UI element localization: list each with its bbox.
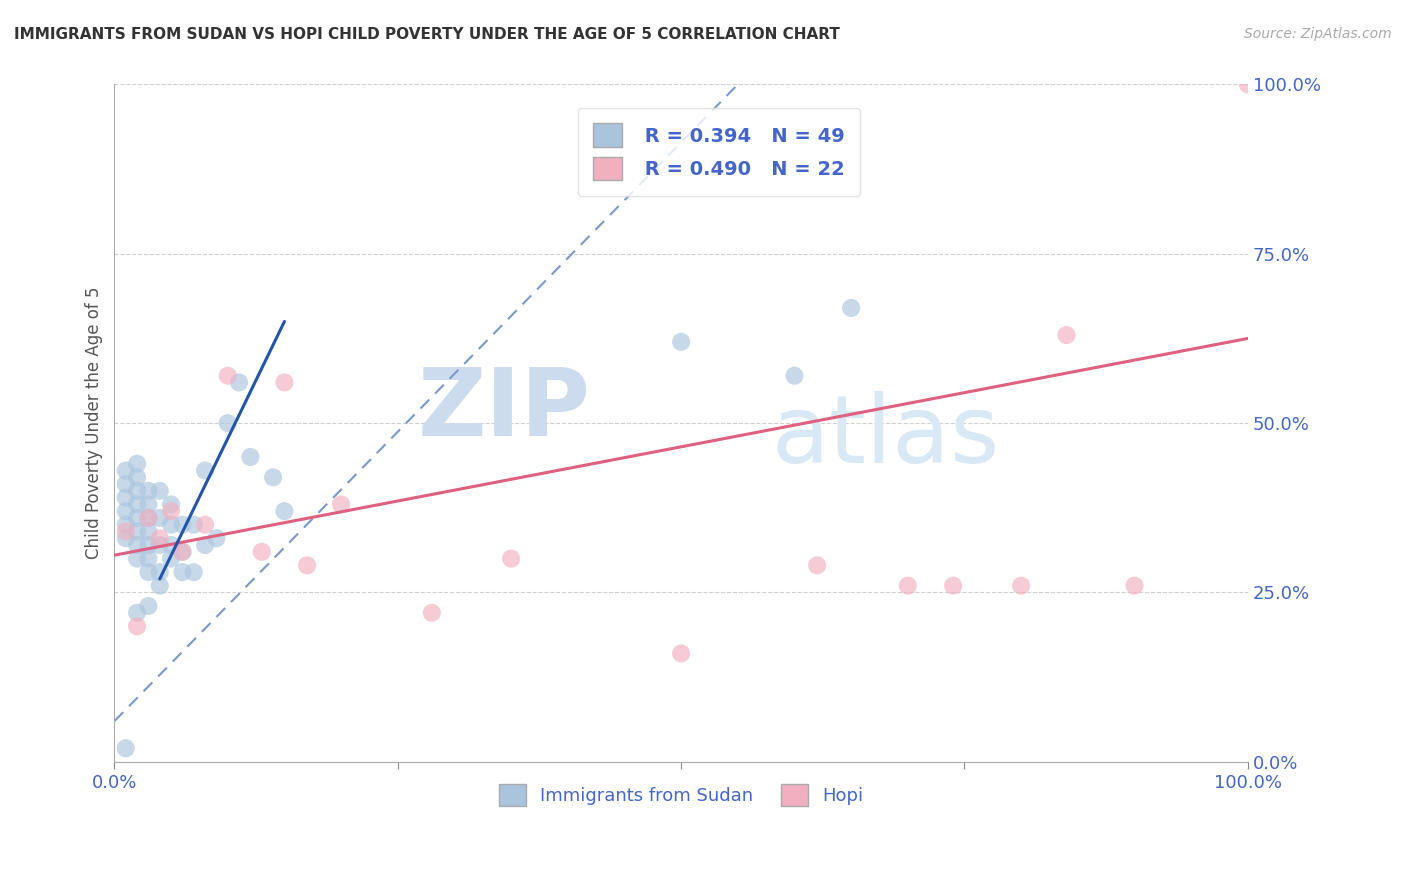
Point <box>501 551 523 566</box>
Point <box>669 647 692 661</box>
Point <box>217 416 239 430</box>
Point <box>262 470 284 484</box>
Point <box>114 741 136 756</box>
Point <box>149 483 172 498</box>
Point <box>149 531 172 545</box>
Point <box>172 545 194 559</box>
Point <box>125 470 148 484</box>
Point <box>183 517 205 532</box>
Point <box>149 538 172 552</box>
Point <box>194 517 217 532</box>
Point <box>138 538 160 552</box>
Point <box>138 511 160 525</box>
Point <box>160 551 183 566</box>
Point <box>114 517 136 532</box>
Point <box>149 511 172 525</box>
Point <box>172 517 194 532</box>
Point <box>125 511 148 525</box>
Point <box>138 599 160 613</box>
Point <box>239 450 262 464</box>
Point <box>114 531 136 545</box>
Point <box>273 504 295 518</box>
Point <box>125 619 148 633</box>
Point <box>183 565 205 579</box>
Point <box>125 457 148 471</box>
Point <box>160 497 183 511</box>
Text: IMMIGRANTS FROM SUDAN VS HOPI CHILD POVERTY UNDER THE AGE OF 5 CORRELATION CHART: IMMIGRANTS FROM SUDAN VS HOPI CHILD POVE… <box>14 27 839 42</box>
Point <box>125 497 148 511</box>
Point <box>114 477 136 491</box>
Text: ZIP: ZIP <box>418 364 591 456</box>
Point <box>125 551 148 566</box>
Point <box>138 551 160 566</box>
Point <box>138 524 160 539</box>
Point <box>160 538 183 552</box>
Point <box>125 483 148 498</box>
Point <box>783 368 806 383</box>
Point <box>138 565 160 579</box>
Point <box>897 579 920 593</box>
Point <box>420 606 443 620</box>
Point <box>1123 579 1146 593</box>
Point <box>138 497 160 511</box>
Point <box>273 376 295 390</box>
Point <box>172 545 194 559</box>
Point <box>1056 328 1078 343</box>
Point <box>149 565 172 579</box>
Point <box>138 511 160 525</box>
Point <box>806 558 828 573</box>
Point <box>194 538 217 552</box>
Point <box>160 517 183 532</box>
Text: Source: ZipAtlas.com: Source: ZipAtlas.com <box>1244 27 1392 41</box>
Legend: Immigrants from Sudan, Hopi: Immigrants from Sudan, Hopi <box>492 777 870 814</box>
Point <box>194 463 217 477</box>
Point <box>114 463 136 477</box>
Point <box>942 579 965 593</box>
Point <box>330 497 353 511</box>
Point <box>228 376 250 390</box>
Point <box>1010 579 1032 593</box>
Point <box>250 545 273 559</box>
Point <box>114 504 136 518</box>
Point <box>205 531 228 545</box>
Point <box>125 538 148 552</box>
Point <box>149 579 172 593</box>
Point <box>295 558 318 573</box>
Point <box>172 565 194 579</box>
Text: atlas: atlas <box>772 391 1000 483</box>
Point <box>217 368 239 383</box>
Point <box>1237 78 1260 92</box>
Y-axis label: Child Poverty Under the Age of 5: Child Poverty Under the Age of 5 <box>86 287 103 559</box>
Point <box>669 334 692 349</box>
Point <box>125 524 148 539</box>
Point <box>114 491 136 505</box>
Point <box>160 504 183 518</box>
Point <box>138 483 160 498</box>
Point <box>839 301 862 315</box>
Point <box>114 524 136 539</box>
Point <box>125 606 148 620</box>
